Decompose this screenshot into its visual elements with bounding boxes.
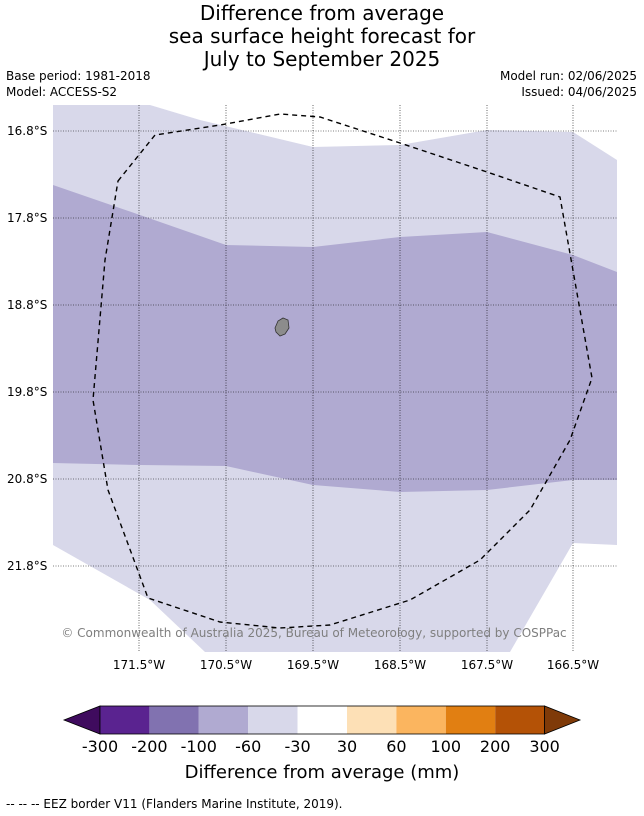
lon-label-1: 171.5°W: [112, 658, 166, 672]
colorbar-tick-7: 60: [386, 737, 407, 756]
copyright-text: © Commonwealth of Australia 2025, Bureau…: [61, 626, 566, 640]
lon-label-6: 166.5°W: [546, 658, 600, 672]
colorbar-min-arrow: [62, 705, 101, 735]
lon-label-3: 169.5°W: [286, 658, 340, 672]
colorbar-swatch-7: [396, 706, 446, 734]
lat-label-6: 21.8°S: [7, 559, 48, 573]
model-name: Model: ACCESS-S2: [6, 85, 118, 99]
colorbar-swatch-2: [149, 706, 199, 734]
island-land: [274, 317, 290, 337]
title-line-3: July to September 2025: [203, 47, 441, 71]
colorbar-tick-6: 30: [336, 737, 358, 756]
grid-lines: [53, 105, 617, 652]
colorbar-tick-10: 300: [529, 737, 560, 756]
colorbar-tick-4: -60: [235, 737, 262, 756]
lat-label-5: 20.8°S: [7, 472, 48, 486]
title-line-1: Difference from average: [199, 1, 445, 25]
eez-border: [92, 113, 593, 629]
colorbar-swatch-1: [100, 706, 150, 734]
colorbar-tick-8: 100: [430, 737, 462, 756]
colorbar-frame: [99, 705, 546, 735]
colorbar: [62, 705, 582, 735]
colorbar-tick-5: -30: [284, 737, 311, 756]
meta-right: Model run: 02/06/2025 Issued: 04/06/2025: [500, 68, 637, 100]
colorbar-label: Difference from average (mm): [184, 762, 460, 783]
lat-label-4: 19.8°S: [7, 385, 48, 399]
lat-label-3: 18.8°S: [7, 298, 48, 312]
chart-title: Difference from average sea surface heig…: [0, 2, 644, 71]
colorbar-swatch-9: [495, 706, 545, 734]
colorbar-swatch-6: [347, 706, 397, 734]
colorbar-swatch-4: [248, 706, 298, 734]
model-run: Model run: 02/06/2025: [499, 69, 637, 83]
lat-label-1: 16.8°S: [7, 124, 48, 138]
lat-label-2: 17.8°S: [7, 211, 48, 225]
colorbar-swatch-8: [445, 706, 496, 734]
colorbar-tick-9: 200: [479, 737, 511, 756]
colorbar-swatch-5: [297, 706, 347, 734]
colorbar-swatch-3: [198, 706, 249, 734]
lon-label-5: 167.5°W: [460, 658, 514, 672]
lon-label-2: 170.5°W: [199, 658, 253, 672]
colorbar-tick-3: -100: [180, 737, 217, 756]
colorbar-max-arrow: [544, 705, 582, 735]
colorbar-tick-1: -300: [81, 737, 119, 756]
eez-footnote: -- -- -- EEZ border V11 (Flanders Marine…: [6, 797, 343, 811]
meta-left: Base period: 1981-2018 Model: ACCESS-S2: [6, 68, 151, 100]
band-medium: [53, 185, 617, 492]
colorbar-tick-2: -200: [131, 737, 168, 756]
lon-label-4: 168.5°W: [373, 658, 427, 672]
issued-date: Issued: 04/06/2025: [521, 85, 637, 99]
title-line-2: sea surface height forecast for: [168, 24, 476, 48]
base-period: Base period: 1981-2018: [6, 69, 151, 83]
